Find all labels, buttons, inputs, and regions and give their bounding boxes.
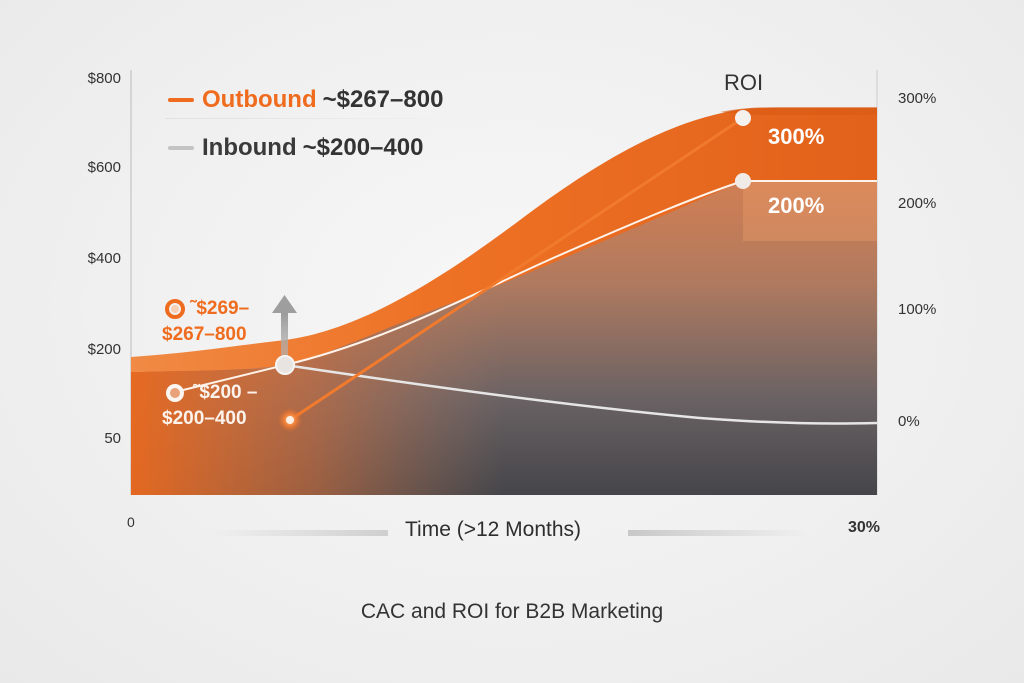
x-axis-bar-right <box>628 530 808 536</box>
outbound-annotation-line2: $267–800 <box>162 324 247 345</box>
legend-outbound-swatch <box>168 98 194 102</box>
y-left-tick: $600 <box>87 159 121 176</box>
y-left-tick: $800 <box>87 70 121 87</box>
y-right-tick: 300% <box>898 90 937 107</box>
roi-200-zone <box>743 181 877 241</box>
inbound-annotation-line2: $200–400 <box>162 408 247 429</box>
inbound-line <box>174 180 877 393</box>
legend-inbound: Inbound ~$200–400 <box>202 134 423 162</box>
x-axis-label: Time (>12 Months) <box>405 518 582 541</box>
chart-caption: CAC and ROI for B2B Marketing <box>360 600 664 623</box>
x-tick-start: 0 <box>127 514 135 530</box>
y-right-tick: 100% <box>898 301 937 318</box>
y-left-tick: 50 <box>104 430 121 447</box>
area-glow <box>131 108 877 495</box>
roi-line <box>289 116 744 422</box>
roi-300-point <box>735 110 751 126</box>
inbound-annotation-line1: ˜$200 – <box>193 382 258 403</box>
pivot-point <box>275 355 295 375</box>
y-right-tick: 0% <box>898 413 920 430</box>
roi-axis-title: ROI <box>724 70 764 95</box>
legend-inbound-range: ~$200–400 <box>302 134 424 161</box>
x-axis-bar-left <box>212 530 388 536</box>
outbound-annotation-line1: ˜$269– <box>190 298 250 319</box>
legend-divider <box>165 118 475 119</box>
up-arrow-icon <box>272 295 297 313</box>
legend-outbound: Outbound ~$267–800 <box>202 86 443 114</box>
outbound-band <box>131 108 877 372</box>
y-left-tick: $200 <box>87 341 121 358</box>
legend-inbound-name: Inbound <box>202 134 297 161</box>
arrow-shaft <box>281 312 288 364</box>
declining-line <box>284 363 878 425</box>
legend-outbound-name: Outbound <box>202 86 317 113</box>
y-right-tick: 200% <box>898 195 937 212</box>
inbound-marker-core <box>170 388 180 398</box>
roi-start-core <box>286 416 294 424</box>
roi-200-label: 200% <box>768 193 825 218</box>
roi-300-label: 300% <box>768 124 825 149</box>
legend-inbound-swatch <box>168 146 194 150</box>
y-left-tick: $400 <box>87 250 121 267</box>
roi-200-point <box>735 173 751 189</box>
legend-outbound-range: ~$267–800 <box>322 86 444 113</box>
outbound-marker <box>165 299 185 319</box>
band-top-shade <box>720 107 877 115</box>
outbound-marker-core <box>171 305 179 313</box>
x-tick-end: 30% <box>848 519 881 536</box>
